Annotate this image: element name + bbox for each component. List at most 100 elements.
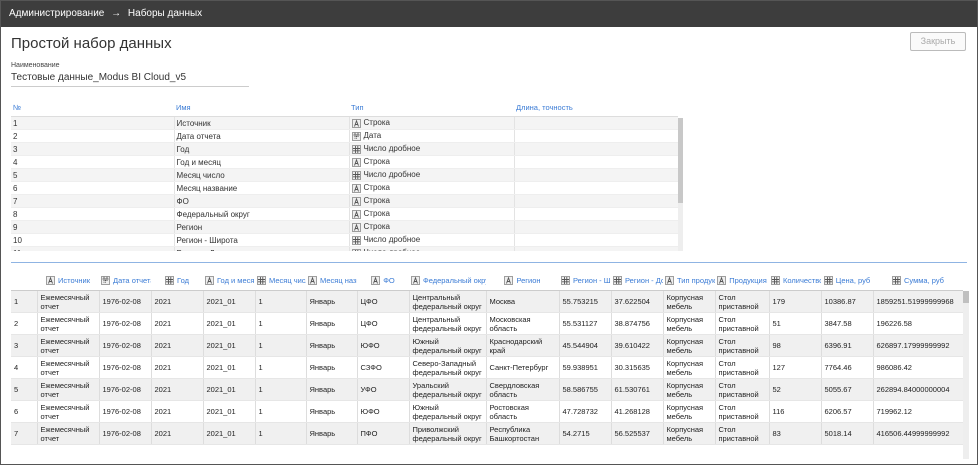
field-row[interactable]: 5 Месяц число Число дробное (11, 168, 678, 182)
column-header[interactable]: Имя (174, 98, 349, 117)
breadcrumb-item[interactable]: Администрирование (9, 8, 105, 19)
name-input[interactable]: Тестовые данные_Modus BI Cloud_v5 (11, 72, 249, 87)
cell-text: ЮФО (360, 407, 380, 416)
page-title: Простой набор данных (11, 35, 172, 52)
cell: 2021 (151, 378, 204, 401)
data-row[interactable]: 6 Ежемесячный отчет 1976-02-08 2021 2021_01 1… (11, 400, 963, 423)
type-icon (771, 276, 780, 286)
field-row[interactable]: 6 Месяц название Строка (11, 181, 678, 195)
scroll-thumb[interactable] (963, 291, 969, 303)
cell: ЮФО (357, 400, 410, 423)
cell-text: Январь (309, 429, 336, 438)
field-row[interactable]: 3 Год Число дробное (11, 142, 678, 156)
cell-text: 2021 (154, 363, 172, 372)
data-row[interactable]: 7 Ежемесячный отчет 1976-02-08 2021 2021_01 1… (11, 422, 963, 445)
column-name: Источник (57, 275, 91, 285)
column-header[interactable]: Месяц число (255, 271, 306, 291)
cell-text: Ростовская область (489, 402, 529, 421)
cell: Январь (306, 378, 358, 401)
data-row[interactable]: 5 Ежемесячный отчет 1976-02-08 2021 2021_01 1… (11, 378, 963, 401)
column-header[interactable]: Месяц название (306, 271, 357, 291)
column-header[interactable]: Регион (486, 271, 559, 291)
field-row[interactable]: 10 Регион - Широта Число дробное (11, 233, 678, 247)
column-header[interactable]: ФО (357, 271, 409, 291)
field-row[interactable]: 2 Дата отчета Дата (11, 129, 678, 143)
cell-text: Москва (489, 297, 516, 306)
cell-text: Январь (309, 363, 336, 372)
cell: 55.531127 (559, 312, 612, 335)
cell: Ростовская область (486, 400, 560, 423)
column-header[interactable]: Сумма, руб (873, 271, 963, 291)
column-header[interactable]: Источник (37, 271, 99, 291)
cell-text: 1976-02-08 (102, 297, 141, 306)
column-header[interactable]: Цена, руб (821, 271, 873, 291)
cell-text: Дата отчета (176, 131, 221, 141)
field-row[interactable]: 1 Источник Строка (11, 116, 678, 130)
type-icon (351, 209, 361, 219)
breadcrumb-item[interactable]: Наборы данных (127, 8, 203, 19)
cell-text: 83 (772, 429, 781, 438)
cell: 1859251.51999999968 (873, 290, 963, 313)
cell: 2021_01 (203, 422, 256, 445)
cell: 2021 (151, 356, 204, 379)
cell: 1 (255, 422, 307, 445)
cell: Корпусная мебель (663, 422, 716, 445)
field-row[interactable]: 11 Регион - Долгота Число дробное (11, 246, 678, 251)
data-row[interactable]: 3 Ежемесячный отчет 1976-02-08 2021 2021_01 1… (11, 334, 963, 357)
field-row[interactable]: 9 Регион Строка (11, 220, 678, 234)
column-header[interactable]: Год и месяц (203, 271, 255, 291)
cell: 2021_01 (203, 356, 256, 379)
field-row[interactable]: 8 Федеральный округ Строка (11, 207, 678, 221)
cell-text: Строка (363, 209, 390, 219)
cell-text: 1859251.51999999968 (876, 297, 954, 306)
column-header[interactable]: Количество (769, 271, 821, 291)
field-row[interactable]: 7 ФО Строка (11, 194, 678, 208)
column-header[interactable]: Длина, точность (514, 98, 678, 117)
cell-text: Корпусная мебель (666, 292, 704, 311)
cell-text: 262894.84000000004 (876, 385, 950, 394)
cell: 38.874756 (611, 312, 664, 335)
cell: Дата отчета (174, 129, 350, 143)
column-header[interactable]: Год (151, 271, 203, 291)
cell-text: Корпусная мебель (666, 380, 704, 399)
column-header[interactable]: Тип продукции (663, 271, 715, 291)
cell: Ежемесячный отчет (37, 290, 100, 313)
column-header[interactable]: Тип (349, 98, 514, 117)
data-row[interactable]: 1 Ежемесячный отчет 1976-02-08 2021 2021_01 1… (11, 290, 963, 313)
cell-text: Южный федеральный округ (412, 336, 482, 355)
cell-text: 58.586755 (562, 385, 598, 394)
type-icon (308, 276, 317, 286)
data-row[interactable]: 2 Ежемесячный отчет 1976-02-08 2021 2021_01 1… (11, 312, 963, 335)
column-header[interactable]: № (11, 98, 174, 117)
cell-text: 47.728732 (562, 407, 598, 416)
scrollbar[interactable] (963, 291, 969, 459)
field-row[interactable]: 4 Год и месяц Строка (11, 155, 678, 169)
cell: 1 (255, 400, 307, 423)
close-button[interactable]: Закрыть (910, 32, 966, 51)
top-bar: Администрирование → Наборы данных (1, 1, 977, 27)
column-header[interactable]: Федеральный округ (409, 271, 486, 291)
cell: 30.315635 (611, 356, 664, 379)
cell: Число дробное (349, 142, 515, 156)
scroll-thumb[interactable] (678, 118, 683, 203)
cell-text: Северо-Западный федеральный округ (412, 358, 482, 377)
cell: Стол приставной (715, 356, 770, 379)
type-icon (351, 183, 361, 193)
column-header[interactable]: Продукция (715, 271, 769, 291)
cell: 1 (255, 334, 307, 357)
column-header (11, 271, 37, 291)
cell: 2021 (151, 334, 204, 357)
column-header[interactable]: Регион - Широта (559, 271, 611, 291)
type-icon (165, 276, 174, 286)
cell-text: 2021 (154, 407, 172, 416)
cell-text: 8 (13, 209, 18, 219)
cell: 5055.67 (821, 378, 874, 401)
cell-text: Число дробное (363, 144, 421, 154)
column-header[interactable]: Дата отчета (99, 271, 151, 291)
cell: 7764.46 (821, 356, 874, 379)
cell-text: 1976-02-08 (102, 429, 141, 438)
cell: Январь (306, 356, 358, 379)
data-row[interactable]: 4 Ежемесячный отчет 1976-02-08 2021 2021_01 1… (11, 356, 963, 379)
cell-text: Стол приставной (718, 424, 759, 443)
column-header[interactable]: Регион - Долгота (611, 271, 663, 291)
